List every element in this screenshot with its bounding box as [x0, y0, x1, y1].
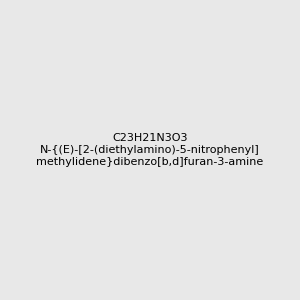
Text: C23H21N3O3
N-{(E)-[2-(diethylamino)-5-nitrophenyl]
methylidene}dibenzo[b,d]furan: C23H21N3O3 N-{(E)-[2-(diethylamino)-5-ni…	[36, 134, 264, 166]
